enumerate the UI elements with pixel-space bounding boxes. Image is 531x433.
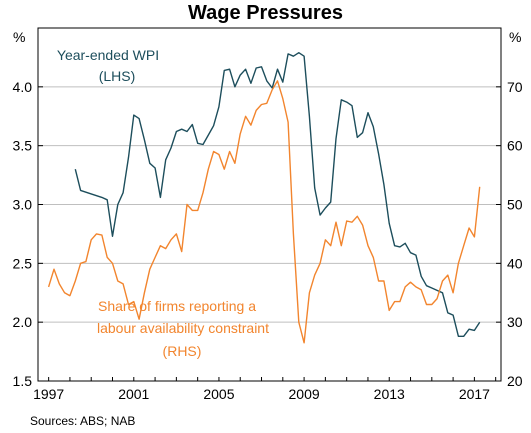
left-tick-label: 3.5 xyxy=(13,138,33,154)
right-tick-label: 40 xyxy=(507,255,523,271)
constraint-axis-label: (RHS) xyxy=(163,343,202,359)
right-tick-label: 70 xyxy=(507,79,523,95)
left-tick-label: 2.0 xyxy=(13,314,33,330)
wpi-series-label: Year-ended WPI xyxy=(57,47,159,63)
wpi-series-line xyxy=(74,52,481,337)
constraint-series-label-line-1: Share of firms reporting a xyxy=(98,298,256,314)
series-lines xyxy=(47,52,481,344)
labour-constraint-series-line xyxy=(47,80,481,344)
constraint-series-label-line-2: labour availability constraint xyxy=(97,320,269,336)
right-axis-unit: % xyxy=(509,29,521,45)
right-tick-label: 20 xyxy=(507,373,523,389)
x-tick-label: 2013 xyxy=(374,386,405,402)
gridlines xyxy=(38,86,501,323)
left-tick-label: 4.0 xyxy=(13,79,33,95)
right-tick-label: 30 xyxy=(507,314,523,330)
left-tick-label: 2.5 xyxy=(13,255,33,271)
x-tick-label: 2017 xyxy=(459,386,490,402)
left-tick-label: 1.5 xyxy=(13,373,33,389)
right-tick-label: 60 xyxy=(507,138,523,154)
x-tick-label: 2005 xyxy=(203,386,234,402)
left-axis-ticks: 1.5 2.0 2.5 3.0 3.5 4.0 xyxy=(13,79,43,389)
x-tick-label: 1997 xyxy=(33,386,64,402)
x-tick-label: 2001 xyxy=(118,386,149,402)
chart-title: Wage Pressures xyxy=(188,2,343,24)
source-note: Sources: ABS; NAB xyxy=(30,414,135,428)
plot-frame xyxy=(37,27,502,382)
left-tick-label: 3.0 xyxy=(13,197,33,213)
wpi-axis-label: (LHS) xyxy=(99,68,136,84)
x-tick-label: 2009 xyxy=(289,386,320,402)
right-axis-ticks: 20 30 40 50 60 70 xyxy=(496,79,523,389)
right-tick-label: 50 xyxy=(507,197,523,213)
left-axis-unit: % xyxy=(13,29,25,45)
x-axis-ticks: 1997 2001 2005 2009 2013 2017 xyxy=(33,377,497,402)
